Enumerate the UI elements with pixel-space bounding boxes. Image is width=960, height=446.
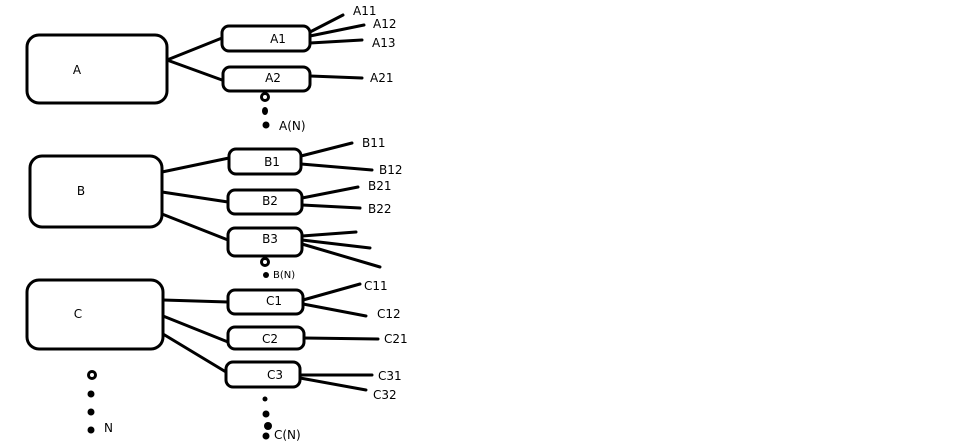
group-continuation-label: N [104,421,113,435]
leaf-b21: B21 [368,179,392,193]
continuation-dot [263,272,269,278]
node-a [25,33,169,105]
edge-b-b1 [160,156,231,174]
edge-b-b2 [160,190,230,204]
continuation-dot [87,370,97,380]
node-c [25,278,165,351]
leaf-c11: C11 [364,279,388,293]
node-a1-label: A1 [270,32,286,46]
node-c3 [224,360,302,389]
node-c3-label: C3 [267,368,283,382]
node-a2-label: A2 [265,71,281,85]
continuation-dot [87,408,95,416]
continuation-dot [262,396,268,402]
group-b: B B1 B2 B3 B11 B12 B21 B22 B(N) [28,136,403,281]
node-a2 [221,65,312,93]
edge-b3-leaf-1 [300,230,358,238]
edge-b1-b11 [299,141,354,158]
node-c1 [226,288,305,316]
group-continuation: N [87,370,113,435]
leaf-b22: B22 [368,202,392,216]
edge-c-c3 [161,332,228,374]
node-c-label: C [74,307,82,321]
leaf-c31: C31 [378,369,402,383]
edge-a-a1 [165,36,224,62]
leaf-c21: C21 [384,332,408,346]
leaf-a12: A12 [373,17,396,31]
node-c2 [226,325,306,351]
node-a-label: A [73,63,82,77]
leaf-a21: A21 [370,71,393,85]
edge-a1-a12 [308,23,366,38]
edge-c-c1 [161,298,230,304]
continuation-dot [264,422,272,430]
node-c2-label: C2 [262,332,278,346]
continuation-label-a: A(N) [279,119,306,133]
node-b3 [226,226,304,258]
continuation-dot [87,426,95,434]
continuation-label-b: B(N) [273,270,295,281]
node-a1 [220,24,312,53]
edge-b1-b12 [299,162,374,172]
edge-c2-c21 [302,336,380,341]
edge-b3-leaf-3 [300,242,382,269]
edge-a1-a13 [308,38,364,45]
node-b2 [226,188,304,216]
continuation-dot [260,92,270,102]
leaf-c12: C12 [377,307,401,321]
continuation-dot [262,432,270,440]
node-b-label: B [77,184,85,198]
leaf-a13: A13 [372,36,395,50]
edge-b-b3 [160,212,230,242]
continuation-label-c: C(N) [274,428,301,442]
continuation-dot [260,257,270,267]
edge-a1-a11 [308,13,345,34]
leaf-b11: B11 [362,136,386,150]
node-c1-label: C1 [266,294,282,308]
leaf-b12: B12 [379,163,403,177]
node-b1 [227,147,303,176]
edge-c3-c32 [298,376,368,392]
edge-c1-c11 [301,282,362,302]
node-b1-label: B1 [264,155,280,169]
edge-c-c2 [161,314,230,344]
edge-b2-b22 [300,203,362,210]
edge-b3-leaf-2 [300,238,372,250]
leaf-a11: A11 [353,4,376,18]
edge-c1-c12 [301,302,368,318]
continuation-dot [262,121,270,129]
group-c: C C1 C2 C3 C11 C12 C21 C31 C32 C(N) [25,278,408,442]
edge-b2-b21 [300,185,360,200]
group-a: A A1 A2 A11 A12 A13 A21 A(N) [25,4,396,133]
continuation-dot [87,390,95,398]
node-b3-label: B3 [262,232,278,246]
continuation-dot [262,107,268,115]
edge-a2-a21 [308,74,364,80]
node-b [28,154,164,229]
edge-a-a2 [165,58,224,82]
continuation-dot [262,410,270,418]
leaf-c32: C32 [373,388,397,402]
node-b2-label: B2 [262,194,278,208]
